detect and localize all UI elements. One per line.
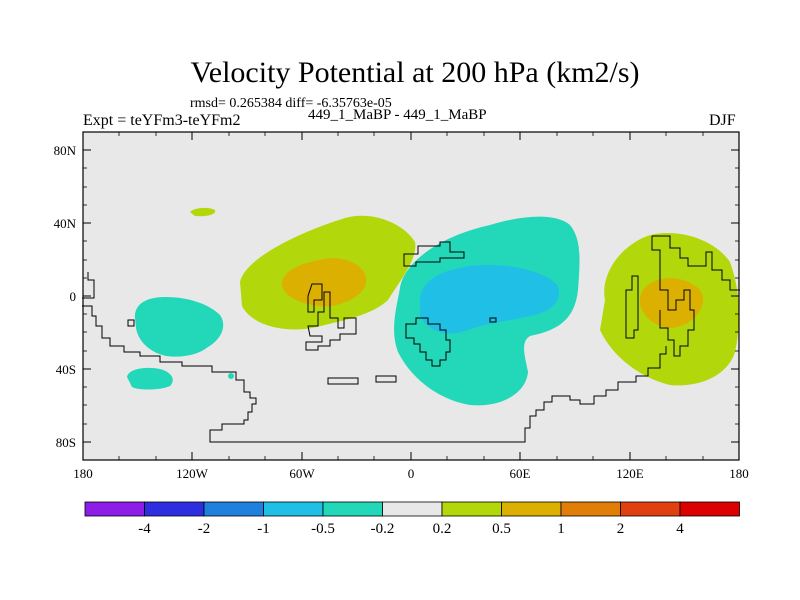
season-label: DJF bbox=[709, 112, 736, 129]
plot-frame bbox=[82, 131, 740, 461]
colorbar-label: 2 bbox=[617, 521, 625, 537]
colorbar-box bbox=[263, 501, 324, 517]
x-tick-label: 60E bbox=[510, 466, 531, 481]
colorbar-label: 4 bbox=[676, 521, 684, 537]
colorbar-label: -2 bbox=[198, 521, 211, 537]
continent-outline-pacific-islands bbox=[489, 317, 497, 323]
colorbar-box bbox=[560, 501, 621, 517]
colorbar-label: 0.2 bbox=[433, 521, 452, 537]
y-minor-ticks bbox=[83, 167, 739, 425]
colorbar-label: -1 bbox=[257, 521, 270, 537]
x-major-ticks bbox=[82, 132, 740, 460]
colorbar-box bbox=[84, 501, 145, 517]
negative-blob-southpacific bbox=[127, 367, 173, 390]
colorbar-box bbox=[620, 501, 681, 517]
negative-region-eastpacific bbox=[134, 297, 224, 357]
core-negative-region-africa bbox=[420, 264, 559, 334]
rmsd-label: rmsd= 0.265384 diff= -6.35763e-05 bbox=[190, 96, 392, 111]
continent-outline-wpac bbox=[651, 236, 695, 357]
x-tick-label: 180 bbox=[729, 466, 749, 481]
colorbar-box bbox=[441, 501, 502, 517]
x-tick-label: 120E bbox=[616, 466, 644, 481]
core-region-atlantic bbox=[281, 258, 367, 307]
y-tick-label: 80S bbox=[56, 435, 76, 450]
negative-dot-southpacific bbox=[228, 373, 234, 379]
colorbar-box bbox=[144, 501, 205, 517]
x-minor-ticks bbox=[118, 132, 704, 460]
colorbar bbox=[84, 501, 740, 517]
colorbar-labels: -4 -2 -1 -0.5 -0.2 0.2 0.5 1 2 4 bbox=[138, 521, 684, 537]
continent-outline-wpac bbox=[652, 235, 740, 291]
continent-outline-africa bbox=[403, 241, 465, 267]
land-outlines bbox=[82, 235, 740, 443]
continent-outline-atlantic bbox=[307, 283, 323, 313]
continent-outline-west bbox=[82, 305, 667, 443]
y-tick-labels: 80N 40N 0 40S 80S bbox=[54, 143, 77, 450]
continent-outline-west bbox=[82, 272, 95, 299]
colorbar-box bbox=[679, 501, 740, 517]
x-tick-label: 120W bbox=[176, 466, 209, 481]
y-tick-label: 40S bbox=[56, 362, 76, 377]
colorbar-label: -0.2 bbox=[371, 521, 395, 537]
contour-fill-layer bbox=[127, 207, 740, 406]
colorbar-label: 1 bbox=[557, 521, 565, 537]
colorbar-label: 0.5 bbox=[492, 521, 511, 537]
y-major-ticks bbox=[83, 149, 739, 443]
chart-title: Velocity Potential at 200 hPa (km2/s) bbox=[190, 56, 640, 89]
experiment-label: Expt = teYFm3-teYFm2 bbox=[83, 112, 241, 129]
colorbar-box bbox=[322, 501, 383, 517]
y-tick-label: 0 bbox=[70, 289, 77, 304]
continent-outline-south bbox=[327, 377, 359, 385]
x-tick-labels: 180 120W 60W 0 60E 120E 180 bbox=[73, 466, 749, 481]
colorbar-label: -0.5 bbox=[311, 521, 335, 537]
cases-label: 449_1_MaBP - 449_1_MaBP bbox=[308, 107, 487, 123]
x-tick-label: 60W bbox=[289, 466, 315, 481]
x-tick-label: 0 bbox=[408, 466, 415, 481]
colorbar-box bbox=[203, 501, 264, 517]
colorbar-label: -4 bbox=[138, 521, 151, 537]
colorbar-box bbox=[501, 501, 562, 517]
continent-outline-south bbox=[375, 375, 397, 383]
y-tick-label: 40N bbox=[54, 216, 77, 231]
continent-outline-pacific-islands bbox=[127, 319, 135, 327]
y-tick-label: 80N bbox=[54, 143, 77, 158]
x-tick-label: 180 bbox=[73, 466, 93, 481]
continent-outline-wpac bbox=[625, 275, 639, 339]
continent-outline-atlantic bbox=[305, 291, 357, 351]
colorbar-box bbox=[382, 501, 443, 517]
continent-outline-africa bbox=[405, 317, 451, 367]
positive-blob-northpacific bbox=[190, 207, 216, 217]
